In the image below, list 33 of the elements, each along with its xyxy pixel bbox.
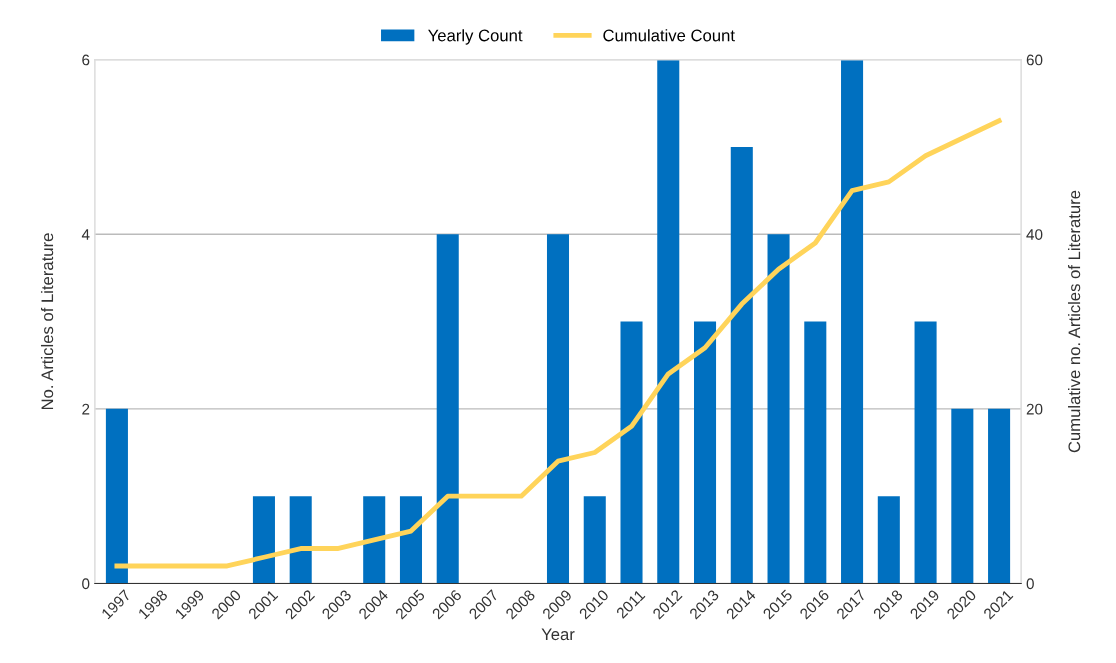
- bar: [252, 496, 275, 584]
- bar: [804, 321, 827, 584]
- bar: [620, 321, 643, 584]
- bar: [841, 59, 864, 584]
- bar: [877, 496, 900, 584]
- legend-label: Yearly Count: [428, 29, 523, 45]
- y-tick-label: 4: [81, 229, 90, 240]
- y2-tick-label: 60: [1026, 54, 1043, 66]
- bar: [399, 496, 422, 584]
- y2-tick-label: 0: [1026, 578, 1034, 590]
- line-series: [114, 118, 1002, 569]
- bar: [363, 496, 386, 584]
- y-tick-label: 2: [82, 403, 90, 415]
- bar: [988, 408, 1011, 584]
- legend-label: Cumulative Count: [603, 29, 735, 42]
- y-tick-label: 0: [82, 578, 90, 590]
- bar: [730, 146, 753, 584]
- bar: [657, 59, 680, 584]
- bar: [767, 234, 790, 584]
- y2-tick-label: 40: [1026, 229, 1043, 240]
- x-axis-title: Year: [541, 628, 575, 641]
- y2-tick-label: 20: [1026, 403, 1043, 415]
- y2-axis-title: Cumulative no. Articles of Literature: [1067, 190, 1081, 453]
- bar: [436, 234, 459, 584]
- bar: [583, 496, 606, 584]
- bar: [289, 496, 312, 584]
- bar: [694, 321, 717, 584]
- y-axis-title: No. Articles of Literature: [40, 233, 54, 410]
- bar: [546, 234, 570, 584]
- bar: [951, 408, 974, 584]
- bar: [914, 321, 937, 584]
- bar: [105, 408, 128, 584]
- y-tick-label: 6: [82, 54, 90, 66]
